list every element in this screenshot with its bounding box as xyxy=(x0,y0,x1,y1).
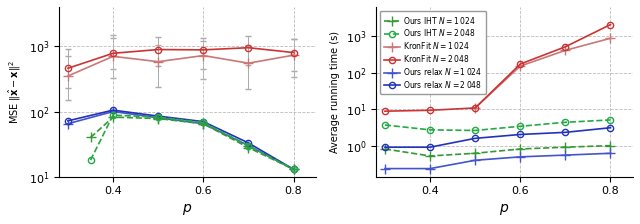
X-axis label: $p$: $p$ xyxy=(499,202,509,217)
X-axis label: $p$: $p$ xyxy=(182,202,193,217)
Y-axis label: MSE $\|\hat{\mathbf{x}} - \mathbf{x}\|^2$: MSE $\|\hat{\mathbf{x}} - \mathbf{x}\|^2… xyxy=(7,60,23,124)
Legend: Ours IHT $N = 1\,024$, Ours IHT $N = 2\,048$, KronFit $N = 1\,024$, KronFit $N =: Ours IHT $N = 1\,024$, Ours IHT $N = 2\,… xyxy=(380,11,486,94)
Y-axis label: Average running time (s): Average running time (s) xyxy=(330,31,340,153)
